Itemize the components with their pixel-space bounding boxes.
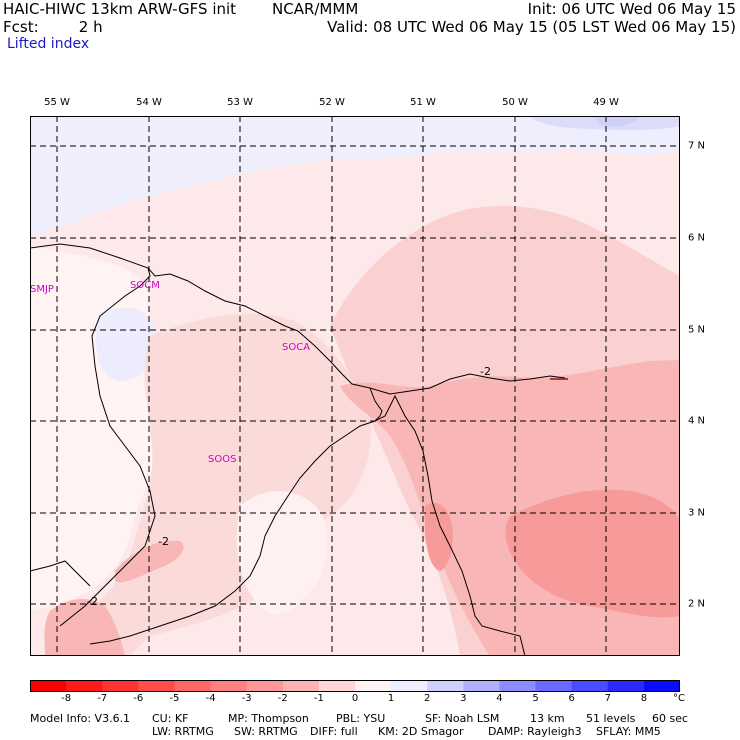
border-suriname-guyana bbox=[59, 267, 156, 627]
atlantic-coastline bbox=[30, 243, 566, 395]
colorbar-tick-label: 4 bbox=[496, 693, 503, 704]
field-name: Lifted index bbox=[7, 36, 90, 52]
colorbar-frame bbox=[30, 680, 680, 692]
footer-resolution: 13 km bbox=[530, 712, 565, 725]
lon-label-54w: 54 W bbox=[136, 97, 162, 108]
station-soos: SOOS bbox=[208, 454, 236, 465]
chart-title: HAIC-HIWC 13km ARW-GFS init bbox=[3, 0, 237, 18]
footer-levels: 51 levels bbox=[586, 712, 636, 725]
contour-minus3-region bbox=[505, 489, 680, 618]
footer-diff: DIFF: full bbox=[310, 725, 358, 738]
station-smjp: SMJP bbox=[30, 284, 54, 295]
colorbar-tick-label: -8 bbox=[61, 693, 72, 704]
colorbar-tick-label: -7 bbox=[97, 693, 108, 704]
colorbar-tick-label: 7 bbox=[604, 693, 611, 704]
colorbar-unit: °C bbox=[673, 693, 685, 704]
colorbar-segment bbox=[463, 680, 500, 692]
colorbar-tick-label: 8 bbox=[640, 693, 648, 704]
lat-label-7n: 7 N bbox=[688, 140, 706, 152]
colorbar-segment bbox=[174, 680, 212, 692]
colorbar-segment bbox=[607, 680, 645, 692]
footer-pbl: PBL: YSU bbox=[336, 712, 386, 725]
lon-label-49w: 49 W bbox=[593, 97, 619, 108]
valid-time: Valid: 08 UTC Wed 06 May 15 (05 LST Wed … bbox=[327, 18, 736, 36]
colorbar-tick-label: 6 bbox=[568, 693, 575, 704]
colorbar-segment bbox=[102, 680, 139, 692]
contour-label-minus2-sw: -2 bbox=[158, 535, 169, 548]
lifted-index-map: -2 -2 -2 SMJP SOCM SOCA SOOS bbox=[30, 116, 680, 656]
footer-sflay: SFLAY: MM5 bbox=[596, 725, 661, 738]
lon-label-55w: 55 W bbox=[44, 97, 70, 108]
init-time: Init: 06 UTC Wed 06 May 15 bbox=[527, 0, 736, 18]
footer-mp: MP: Thompson bbox=[228, 712, 309, 725]
colorbar-tick-label: -3 bbox=[241, 693, 252, 704]
forecast-hour: Fcst: 2 h bbox=[3, 19, 103, 36]
colorbar-segment bbox=[535, 680, 573, 692]
station-socm: SOCM bbox=[130, 280, 160, 291]
border-southwest bbox=[30, 560, 91, 587]
colorbar-tick-label: 2 bbox=[424, 693, 431, 704]
colorbar-tick-label: -2 bbox=[277, 693, 288, 704]
colorbar-segment bbox=[391, 680, 428, 692]
footer-lw: LW: RRTMG bbox=[152, 725, 214, 738]
lat-label-4n: 4 N bbox=[688, 415, 706, 427]
footer-cu: CU: KF bbox=[152, 712, 189, 725]
colorbar-segment bbox=[643, 680, 680, 692]
colorbar-segment bbox=[210, 680, 248, 692]
forecast-label: Fcst: bbox=[3, 18, 39, 36]
lon-label-50w: 50 W bbox=[502, 97, 528, 108]
lat-lon-grid bbox=[30, 116, 680, 656]
station-soca: SOCA bbox=[282, 342, 310, 353]
colorbar-segment bbox=[571, 680, 609, 692]
stable-blob-west bbox=[96, 307, 156, 381]
footer-sf: SF: Noah LSM bbox=[425, 712, 500, 725]
lat-label-2n: 2 N bbox=[688, 598, 706, 610]
lat-label-6n: 6 N bbox=[688, 232, 706, 244]
map-frame bbox=[30, 116, 680, 656]
contour-label-minus2-s: -2 bbox=[87, 595, 98, 608]
colorbar-segment bbox=[282, 680, 320, 692]
colorbar-tick-label: -1 bbox=[313, 693, 324, 704]
colorbar-segment bbox=[355, 680, 392, 692]
center-label: NCAR/MMM bbox=[272, 0, 359, 18]
colorbar-segment bbox=[66, 680, 103, 692]
pale-pocket-coast bbox=[236, 491, 328, 615]
lon-label-53w: 53 W bbox=[227, 97, 253, 108]
footer-timestep: 60 sec bbox=[652, 712, 689, 725]
footer-damp: DAMP: Rayleigh3 bbox=[488, 725, 582, 738]
colorbar-tick-label: -4 bbox=[205, 693, 216, 704]
lon-label-52w: 52 W bbox=[319, 97, 345, 108]
footer-sw: SW: RRTMG bbox=[234, 725, 298, 738]
lat-label-3n: 3 N bbox=[688, 507, 706, 519]
colorbar bbox=[30, 680, 680, 692]
colorbar-tick-label: 1 bbox=[387, 693, 395, 704]
colorbar-segment bbox=[318, 680, 356, 692]
forecast-value: 2 h bbox=[78, 18, 103, 36]
colorbar-tick-label: -5 bbox=[169, 693, 180, 704]
colorbar-segment bbox=[427, 680, 464, 692]
colorbar-tick-label: 0 bbox=[351, 693, 359, 704]
colorbar-segment bbox=[138, 680, 175, 692]
footer-km: KM: 2D Smagor bbox=[378, 725, 464, 738]
station-labels: SMJP SOCM SOCA SOOS bbox=[30, 280, 310, 465]
colorbar-segment bbox=[246, 680, 284, 692]
contour-minus3-patch bbox=[424, 502, 453, 571]
lat-label-5n: 5 N bbox=[688, 324, 706, 336]
contour-label-minus2-north: -2 bbox=[480, 365, 491, 378]
colorbar-segment bbox=[30, 680, 67, 692]
colorbar-tick-label: -6 bbox=[133, 693, 144, 704]
footer-model-info: Model Info: V3.6.1 bbox=[30, 712, 131, 725]
lon-label-51w: 51 W bbox=[410, 97, 436, 108]
border-inland bbox=[89, 420, 376, 645]
colorbar-segment bbox=[499, 680, 537, 692]
colorbar-tick-label: 5 bbox=[532, 693, 539, 704]
colorbar-tick-label: 3 bbox=[460, 693, 467, 704]
